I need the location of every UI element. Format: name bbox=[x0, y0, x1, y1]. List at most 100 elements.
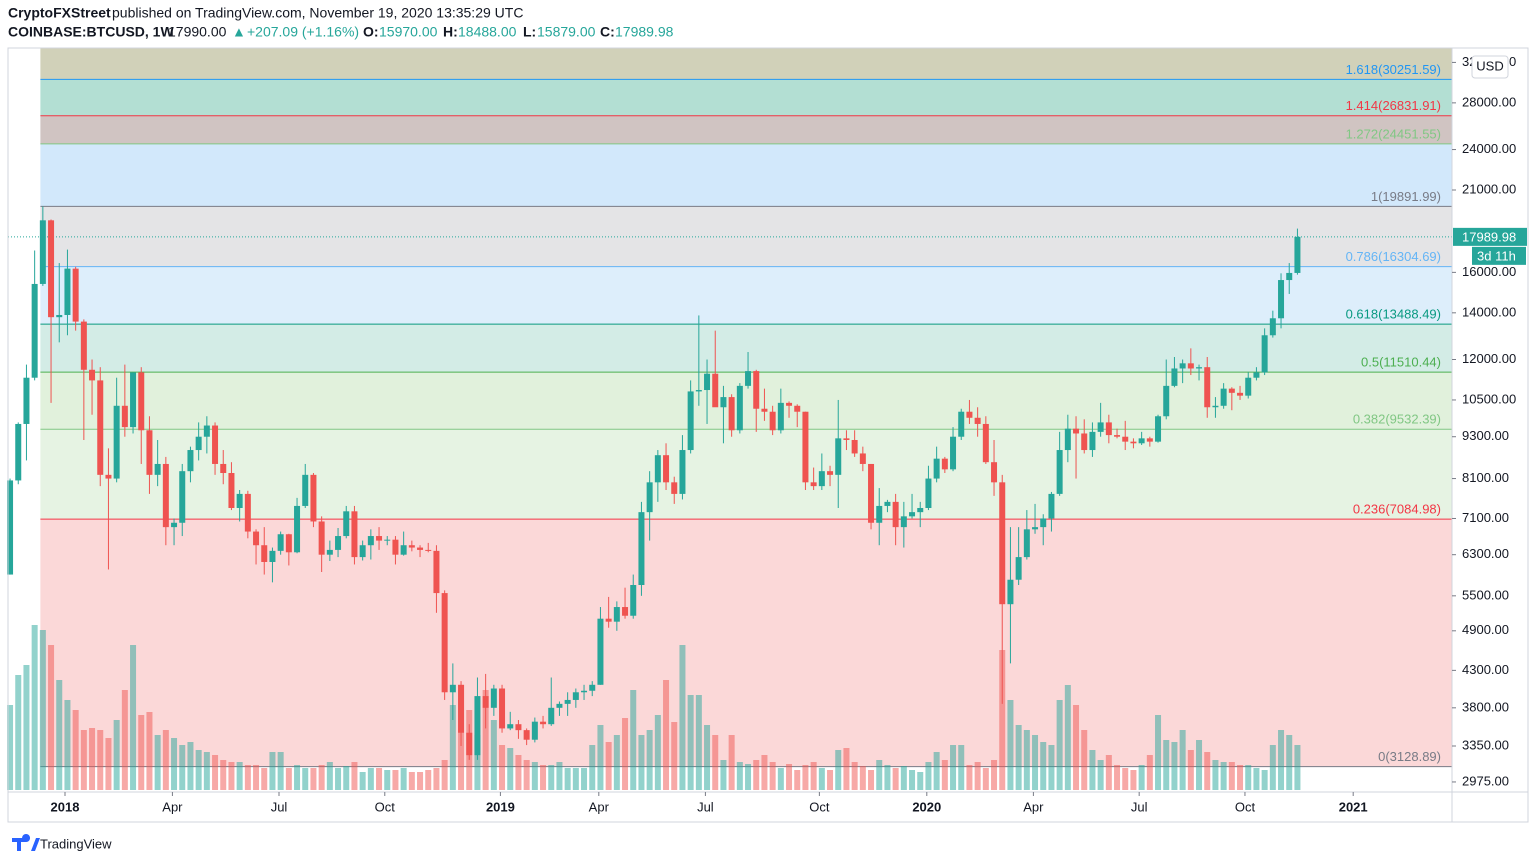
candle-body bbox=[1163, 385, 1170, 417]
volume-bar bbox=[449, 705, 456, 790]
x-tick-label: 2019 bbox=[486, 799, 515, 814]
y-tick-label: 24000.00 bbox=[1462, 141, 1516, 156]
volume-bar bbox=[1163, 740, 1170, 790]
candle-body bbox=[499, 688, 506, 729]
candle-body bbox=[540, 721, 547, 725]
volume-bar bbox=[1073, 705, 1080, 790]
candle-body bbox=[974, 417, 981, 424]
x-tick-label: Jul bbox=[271, 799, 288, 814]
candle-body bbox=[277, 534, 284, 551]
candle-body bbox=[261, 545, 268, 562]
candle-body bbox=[1228, 388, 1235, 393]
volume-bar bbox=[1171, 742, 1178, 790]
volume-bar bbox=[89, 728, 96, 790]
candle-body bbox=[663, 455, 670, 483]
volume-bar bbox=[933, 752, 940, 790]
plot-area: 0(3128.89) 0.236(7084.98) 0.382(9532.39) 0.… bbox=[7, 48, 1453, 790]
candle-body bbox=[89, 369, 96, 381]
volume-bar bbox=[7, 705, 14, 790]
fib-label: 1(19891.99) bbox=[1371, 189, 1441, 204]
currency-box[interactable] bbox=[1471, 55, 1509, 79]
candle-body bbox=[490, 688, 497, 708]
candle-body bbox=[1278, 280, 1285, 319]
volume-bar bbox=[1245, 765, 1252, 790]
y-tick-label: 16000.00 bbox=[1462, 264, 1516, 279]
candle-body bbox=[1105, 422, 1112, 436]
candle-body bbox=[1023, 529, 1030, 558]
candle-body bbox=[367, 536, 374, 546]
candle-body bbox=[1179, 363, 1186, 369]
x-tick-label: 2018 bbox=[51, 799, 80, 814]
volume-bar bbox=[269, 752, 276, 790]
candle-body bbox=[1048, 493, 1055, 519]
candle-body bbox=[1097, 422, 1104, 432]
x-tick-label: Jul bbox=[697, 799, 714, 814]
candle-body bbox=[1130, 441, 1137, 444]
candle-body bbox=[1245, 377, 1252, 396]
volume-bar bbox=[753, 760, 760, 790]
candle-body bbox=[1237, 392, 1244, 396]
x-tick-label: 2020 bbox=[912, 799, 941, 814]
volume-bar bbox=[736, 762, 743, 790]
volume-bar bbox=[712, 735, 719, 790]
candle-body bbox=[999, 482, 1006, 605]
volume-bar bbox=[974, 762, 981, 790]
y-tick-label: 5500.00 bbox=[1462, 587, 1509, 602]
fib-zone bbox=[40, 79, 1453, 116]
candle-body bbox=[1269, 318, 1276, 336]
x-tick-label: Apr bbox=[1023, 799, 1044, 814]
change-arrow: ▲ bbox=[232, 24, 246, 40]
candle-body bbox=[786, 402, 793, 406]
candle-body bbox=[351, 511, 358, 558]
volume-bar bbox=[1105, 755, 1112, 790]
last-price-label: 17989.98 bbox=[1462, 229, 1516, 244]
candle-body bbox=[507, 724, 514, 729]
volume-bar bbox=[1007, 700, 1014, 790]
volume-bar bbox=[97, 730, 104, 790]
candle-body bbox=[72, 268, 79, 322]
y-tick-label: 3800.00 bbox=[1462, 699, 1509, 714]
x-tick-label: 2021 bbox=[1339, 799, 1368, 814]
volume-bar bbox=[154, 735, 161, 790]
volume-bar bbox=[482, 690, 489, 790]
y-tick-label: 2975.00 bbox=[1462, 773, 1509, 788]
candle-body bbox=[1032, 527, 1039, 530]
candle-body bbox=[581, 690, 588, 693]
volume-bar bbox=[843, 748, 850, 790]
y-tick-label: 14000.00 bbox=[1462, 304, 1516, 319]
low-label: L: bbox=[523, 24, 536, 40]
volume-bar bbox=[179, 745, 186, 790]
volume-bar bbox=[1228, 762, 1235, 790]
candle-body bbox=[859, 453, 866, 464]
fib-zone bbox=[40, 429, 1453, 520]
candle-body bbox=[982, 423, 989, 463]
volume-bar bbox=[679, 645, 686, 790]
candle-body bbox=[712, 373, 719, 408]
candle-body bbox=[597, 618, 604, 685]
candle-body bbox=[704, 373, 711, 391]
volume-bar bbox=[991, 760, 998, 790]
volume-bar bbox=[400, 768, 407, 790]
candle-body bbox=[15, 423, 22, 481]
candle-body bbox=[1261, 335, 1268, 373]
candle-body bbox=[802, 411, 809, 483]
volume-bar bbox=[302, 768, 309, 790]
candle-body bbox=[31, 283, 38, 378]
candle-body bbox=[203, 425, 210, 437]
volume-bar bbox=[630, 690, 637, 790]
low-value: 15879.00 bbox=[537, 24, 596, 40]
candle-body bbox=[810, 482, 817, 487]
volume-bar bbox=[31, 625, 38, 790]
candle-body bbox=[474, 696, 481, 756]
candle-body bbox=[441, 593, 448, 693]
volume-bar bbox=[1040, 742, 1047, 790]
candle-body bbox=[80, 321, 87, 370]
volume-bar bbox=[1278, 730, 1285, 790]
volume-bar bbox=[64, 700, 71, 790]
high-label: H: bbox=[443, 24, 458, 40]
fib-zone bbox=[40, 324, 1453, 373]
volume-bar bbox=[138, 715, 145, 790]
candle-body bbox=[868, 463, 875, 523]
x-tick-label: Oct bbox=[1235, 799, 1256, 814]
